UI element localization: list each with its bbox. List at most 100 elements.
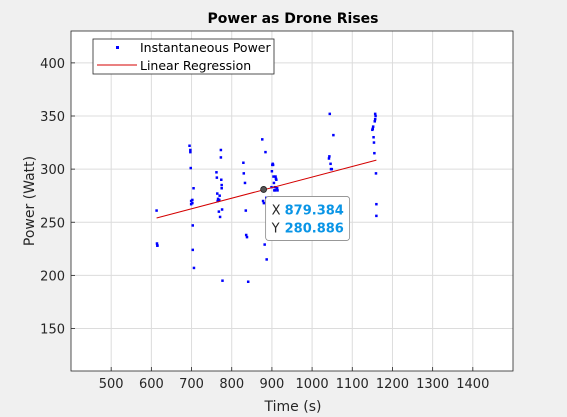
data-point-69 (332, 133, 335, 137)
data-point-33 (242, 172, 246, 175)
data-point-21 (217, 210, 221, 213)
data-point-31 (221, 279, 224, 282)
y-axis-label: Power (Watt) (22, 156, 38, 246)
legend[interactable]: Instantaneous Power Linear Regression (92, 38, 275, 75)
legend-label-points: Instantaneous Power (140, 40, 271, 55)
data-point-34 (243, 181, 247, 185)
data-point-52 (272, 181, 276, 185)
data-point-41 (262, 201, 266, 205)
axes-box (70, 30, 514, 372)
data-point-23 (218, 194, 221, 197)
data-point-67 (330, 167, 334, 171)
data-point-16 (215, 171, 218, 174)
data-point-35 (244, 209, 248, 212)
x-tick-label-8: 1300 (416, 377, 449, 392)
data-point-18 (216, 192, 219, 195)
legend-box (92, 38, 275, 75)
data-point-12 (191, 224, 195, 227)
x-tick-label-9: 1400 (456, 377, 489, 392)
scatter-points (155, 112, 378, 283)
data-point-45 (265, 258, 268, 261)
data-point-40 (261, 199, 265, 203)
data-point-79 (374, 114, 377, 118)
data-point-25 (219, 148, 223, 152)
legend-marker-points (116, 46, 119, 49)
x-tick-label-5: 1000 (296, 377, 329, 392)
data-point-26 (219, 156, 223, 159)
data-point-29 (220, 187, 223, 190)
x-axis-label: Time (s) (264, 399, 322, 415)
data-point-32 (242, 161, 245, 164)
data-point-80 (374, 172, 378, 175)
data-point-42 (263, 243, 266, 246)
datatip-marker[interactable] (260, 186, 268, 193)
x-tick-label-1: 600 (139, 377, 164, 392)
x-tick-label-3: 800 (219, 377, 244, 392)
data-point-19 (216, 199, 219, 203)
data-point-39 (261, 138, 264, 141)
data-point-7 (189, 166, 192, 170)
data-point-58 (275, 178, 278, 181)
legend-label-regression: Linear Regression (140, 58, 251, 73)
data-point-63 (328, 155, 331, 158)
x-tick-label-2: 700 (179, 377, 204, 392)
data-point-82 (375, 214, 378, 218)
data-point-77 (373, 117, 377, 121)
data-point-1 (155, 242, 159, 245)
data-point-5 (189, 148, 192, 152)
x-tick-label-6: 1100 (336, 377, 369, 392)
datatip-x-label: X (272, 203, 281, 218)
x-axis-ticks: 500 600 700 800 900 1000 1100 1200 1300 1400 (99, 367, 489, 392)
datatip[interactable]: X 879.384 Y 280.886 (260, 186, 351, 241)
datatip-x-value: 879.384 (285, 203, 344, 218)
data-point-14 (192, 187, 195, 190)
y-tick-label-4: 350 (40, 110, 65, 125)
data-point-74 (372, 141, 376, 144)
x-tick-label-0: 500 (99, 377, 124, 392)
data-point-46 (270, 185, 273, 189)
y-tick-label-1: 200 (40, 269, 65, 284)
data-point-4 (188, 144, 191, 147)
x-tick-label-7: 1200 (376, 377, 409, 392)
data-point-38 (246, 280, 250, 283)
data-point-15 (192, 266, 196, 270)
data-point-24 (218, 215, 222, 219)
datatip-box (265, 196, 351, 241)
chart-title: Power as Drone Rises (208, 11, 379, 27)
data-point-22 (218, 198, 221, 202)
data-point-75 (373, 151, 376, 155)
data-point-72 (371, 125, 375, 128)
y-tick-label-3: 300 (40, 163, 65, 178)
y-axis-ticks: 150 200 250 300 350 400 (40, 57, 75, 338)
data-point-0 (155, 209, 158, 212)
data-point-62 (327, 157, 331, 160)
data-point-51 (272, 175, 275, 178)
y-tick-label-5: 400 (40, 57, 65, 72)
data-point-71 (371, 127, 375, 130)
data-point-81 (375, 202, 378, 206)
data-point-55 (273, 189, 277, 192)
data-point-11 (191, 201, 194, 205)
data-point-36 (244, 233, 248, 237)
data-point-50 (271, 163, 275, 167)
data-point-27 (220, 178, 223, 181)
data-point-17 (215, 176, 219, 179)
data-point-60 (275, 187, 279, 190)
grid-lines (71, 31, 513, 371)
data-point-76 (373, 120, 377, 123)
data-point-37 (245, 235, 249, 239)
y-tick-label-0: 150 (40, 323, 65, 338)
data-point-73 (372, 136, 375, 139)
data-point-78 (373, 112, 377, 116)
datatip-y-label: Y (271, 221, 280, 236)
data-point-30 (220, 208, 224, 211)
data-point-6 (189, 150, 192, 154)
data-point-47 (270, 170, 274, 173)
data-point-10 (191, 198, 194, 202)
data-point-64 (328, 112, 332, 116)
x-tick-label-4: 900 (259, 377, 284, 392)
data-point-61 (276, 189, 279, 192)
data-point-65 (329, 162, 332, 166)
data-point-13 (191, 248, 195, 252)
